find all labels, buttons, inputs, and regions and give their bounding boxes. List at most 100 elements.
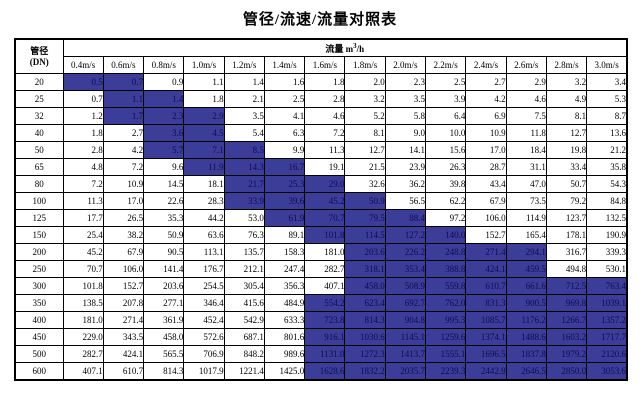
flow-value-cell: 17.0 [102, 192, 145, 210]
flow-value-cell: 2850.0 [545, 362, 588, 381]
flow-value-cell: 14.5 [143, 175, 185, 193]
flow-value-cell: 21.5 [344, 158, 386, 176]
flow-value-cell: 2.8 [62, 141, 104, 159]
flow-value-cell: 19.1 [304, 158, 346, 176]
flow-value-cell: 904.8 [384, 311, 427, 329]
flow-value-cell: 22.6 [143, 192, 185, 210]
velocity-header-2.6m/s: 2.6m/s [505, 56, 547, 74]
velocity-header-2.0m/s: 2.0m/s [384, 56, 427, 74]
flow-value-cell: 1.8 [304, 73, 346, 91]
table-body: 20 0.5 0.7 0.9 1.1 1.4 1.6 1.8 2.0 2.3 2.5 2.7 2.9 3.… [14, 73, 628, 381]
velocity-header-0.6m/s: 0.6m/s [102, 56, 145, 74]
dn-cell: 20 [14, 73, 64, 91]
flow-value-cell: 247.4 [263, 260, 306, 278]
flow-value-cell: 459.5 [505, 260, 547, 278]
velocity-header-3.0m/s: 3.0m/s [586, 56, 628, 74]
flow-value-cell: 723.8 [304, 311, 346, 329]
flow-value-cell: 1030.6 [344, 328, 386, 346]
flow-value-cell: 8.1 [344, 124, 386, 142]
dn-cell: 400 [14, 311, 64, 329]
dn-cell: 40 [14, 124, 64, 142]
flow-value-cell: 848.2 [223, 345, 265, 363]
corner-header: 管径 (DN) [14, 38, 64, 74]
flow-value-cell: 56.5 [384, 192, 427, 210]
flow-value-cell: 7.1 [183, 141, 225, 159]
flow-value-cell: 178.1 [545, 226, 588, 244]
flow-value-cell: 19.8 [545, 141, 588, 159]
flow-value-cell: 1.1 [102, 90, 145, 108]
dn-cell: 200 [14, 243, 64, 261]
flow-value-cell: 1413.7 [384, 345, 427, 363]
flow-value-cell: 4.6 [304, 107, 346, 125]
flow-value-cell: 7.5 [505, 107, 547, 125]
flow-value-cell: 1.7 [102, 107, 145, 125]
flow-value-cell: 50.7 [545, 175, 588, 193]
flow-value-cell: 0.7 [102, 73, 145, 91]
flow-unit-sup: 3 [353, 41, 357, 50]
flow-value-cell: 2.5 [425, 73, 467, 91]
dn-cell: 250 [14, 260, 64, 278]
flow-value-cell: 14.1 [384, 141, 427, 159]
flow-value-cell: 969.8 [545, 294, 588, 312]
flow-value-cell: 572.6 [183, 328, 225, 346]
flow-value-cell: 4.2 [465, 90, 507, 108]
flow-value-cell: 353.4 [384, 260, 427, 278]
flow-value-cell: 5.4 [223, 124, 265, 142]
table-row: 200 45.2 67.9 90.5 113.1 135.7 158.3 181.0 203.6… [14, 243, 628, 261]
flow-value-cell: 135.7 [223, 243, 265, 261]
flow-value-cell: 10.9 [465, 124, 507, 142]
table-row: 25 0.7 1.1 1.4 1.8 2.1 2.5 2.8 3.2 3.5 3.9 4.2 4.6 4.… [14, 90, 628, 108]
flow-value-cell: 212.1 [223, 260, 265, 278]
flow-value-cell: 1488.6 [505, 328, 547, 346]
flow-value-cell: 2.8 [304, 90, 346, 108]
flow-value-cell: 1272.3 [344, 345, 386, 363]
velocity-header-1.0m/s: 1.0m/s [183, 56, 225, 74]
flow-value-cell: 63.6 [183, 226, 225, 244]
flow-value-cell: 900.5 [505, 294, 547, 312]
flow-value-cell: 229.0 [62, 328, 104, 346]
velocity-header-1.4m/s: 1.4m/s [263, 56, 306, 74]
flow-value-cell: 530.1 [586, 260, 628, 278]
flow-value-cell: 114.9 [505, 209, 547, 227]
flow-value-cell: 50.9 [344, 192, 386, 210]
flow-value-cell: 17.7 [62, 209, 104, 227]
flow-value-cell: 3.5 [384, 90, 427, 108]
flow-value-cell: 123.7 [545, 209, 588, 227]
flow-value-cell: 1145.1 [384, 328, 427, 346]
flow-value-cell: 67.9 [465, 192, 507, 210]
flow-value-cell: 305.4 [223, 277, 265, 295]
table-row: 350 138.5 207.8 277.1 346.4 415.6 484.9 554.2 62… [14, 294, 628, 312]
flow-value-cell: 26.5 [102, 209, 145, 227]
flow-value-cell: 1017.9 [183, 362, 225, 381]
flow-value-cell: 106.0 [465, 209, 507, 227]
velocity-header-1.2m/s: 1.2m/s [223, 56, 265, 74]
flow-value-cell: 2035.7 [384, 362, 427, 381]
flow-value-cell: 1.4 [223, 73, 265, 91]
flow-rate-table: 管径 (DN) 流量 m3/h 0.4m/s 0.6m/s 0.8m/s 1.0m/s… [14, 38, 628, 381]
flow-value-cell: 2442.9 [465, 362, 507, 381]
velocity-header-2.8m/s: 2.8m/s [545, 56, 588, 74]
corner-header-line1: 管径 [30, 45, 49, 56]
flow-unit-header: 流量 m3/h [62, 38, 628, 57]
flow-value-cell: 831.3 [465, 294, 507, 312]
dn-cell: 50 [14, 141, 64, 159]
flow-value-cell: 494.8 [545, 260, 588, 278]
flow-value-cell: 53.0 [223, 209, 265, 227]
flow-value-cell: 90.5 [143, 243, 185, 261]
flow-value-cell: 176.7 [183, 260, 225, 278]
flow-value-cell: 415.6 [223, 294, 265, 312]
flow-value-cell: 1.1 [183, 73, 225, 91]
flow-value-cell: 2.1 [223, 90, 265, 108]
table-row: 100 11.3 17.0 22.6 28.3 33.9 39.6 45.2 50.9 56.5 6… [14, 192, 628, 210]
flow-value-cell: 5.8 [384, 107, 427, 125]
flow-value-cell: 316.7 [545, 243, 588, 261]
dn-cell: 450 [14, 328, 64, 346]
flow-value-cell: 8.7 [586, 107, 628, 125]
flow-value-cell: 2.0 [344, 73, 386, 91]
flow-value-cell: 542.9 [223, 311, 265, 329]
dn-cell: 65 [14, 158, 64, 176]
flow-value-cell: 1357.2 [586, 311, 628, 329]
flow-value-cell: 11.9 [183, 158, 225, 176]
dn-cell: 500 [14, 345, 64, 363]
flow-value-cell: 43.4 [465, 175, 507, 193]
